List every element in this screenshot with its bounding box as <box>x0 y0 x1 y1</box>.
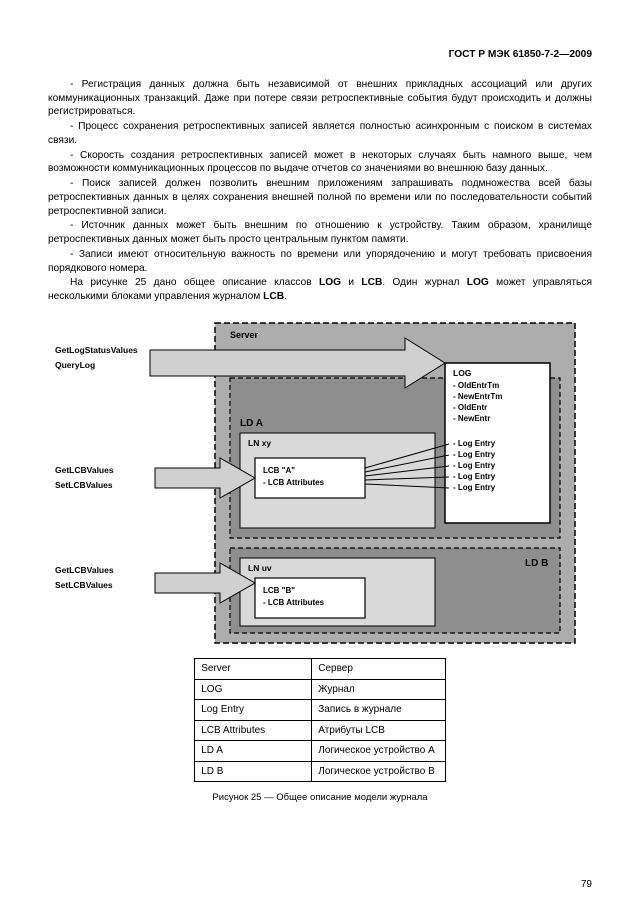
cell: Запись в журнале <box>312 700 445 721</box>
ln-xy-label: LN xy <box>248 438 271 448</box>
paragraph: - Процесс сохранения ретроспективных зап… <box>48 120 592 148</box>
log-item: - Log Entry <box>453 483 496 492</box>
ln-uv-label: LN uv <box>248 563 272 573</box>
log-item: - OldEntr <box>453 403 487 412</box>
cell: LD B <box>195 761 312 782</box>
table-row: Log Entry Запись в журнале <box>195 700 445 721</box>
log-item: - Log Entry <box>453 461 496 470</box>
page-number: 79 <box>581 878 592 892</box>
table-row: LCB Attributes Атрибуты LCB <box>195 720 445 741</box>
label-setlcb2: SetLCBValues <box>55 580 113 590</box>
lcb-b-attr: - LCB Attributes <box>263 598 325 607</box>
lcb-b-title: LCB "B" <box>263 586 295 595</box>
cell: Сервер <box>312 659 445 680</box>
paragraph: - Поиск записей должен позволить внешним… <box>48 177 592 218</box>
paragraph: На рисунке 25 дано общее описание классо… <box>48 276 592 304</box>
figure-caption: Рисунок 25 — Общее описание модели журна… <box>48 792 592 805</box>
cell: Логическое устройство A <box>312 741 445 762</box>
paragraph: - Записи имеют относительную важность по… <box>48 248 592 276</box>
log-item: - NewEntrTm <box>453 392 502 401</box>
server-label: Server <box>230 330 259 340</box>
text: и <box>341 277 361 288</box>
cell: Журнал <box>312 679 445 700</box>
ld-b-label: LD B <box>525 558 548 569</box>
paragraph: - Скорость создания ретроспективных запи… <box>48 149 592 177</box>
paragraph: - Источник данных может быть внешним по … <box>48 219 592 247</box>
cell: Log Entry <box>195 700 312 721</box>
label-getlogstatus: GetLogStatusValues <box>55 345 138 355</box>
log-item: - Log Entry <box>453 439 496 448</box>
text: На рисунке 25 дано общее описание классо… <box>70 277 319 288</box>
cell: Атрибуты LCB <box>312 720 445 741</box>
label-querylog: QueryLog <box>55 360 95 370</box>
paragraph: - Регистрация данных должна быть независ… <box>48 78 592 119</box>
ld-a-label: LD A <box>240 418 263 429</box>
log-item: - NewEntr <box>453 414 490 423</box>
document-header: ГОСТ Р МЭК 61850-7-2—2009 <box>48 48 592 62</box>
table-row: LD B Логическое устройство B <box>195 761 445 782</box>
bold: LCB <box>263 291 284 302</box>
cell: LCB Attributes <box>195 720 312 741</box>
cell: Логическое устройство B <box>312 761 445 782</box>
log-item: - OldEntrTm <box>453 381 499 390</box>
table-row: LOG Журнал <box>195 679 445 700</box>
text: . <box>284 291 287 302</box>
log-item: - Log Entry <box>453 450 496 459</box>
figure-25-diagram: GetLogStatusValues QueryLog GetLCBValues… <box>48 318 592 648</box>
legend-table: Server Сервер LOG Журнал Log Entry Запис… <box>194 658 445 782</box>
cell: LD A <box>195 741 312 762</box>
label-setlcb1: SetLCBValues <box>55 480 113 490</box>
table-row: LD A Логическое устройство A <box>195 741 445 762</box>
bold: LOG <box>319 277 341 288</box>
text: . Один журнал <box>382 277 466 288</box>
cell: Server <box>195 659 312 680</box>
bold: LOG <box>467 277 489 288</box>
log-title: LOG <box>453 368 472 378</box>
lcb-a-attr: - LCB Attributes <box>263 478 325 487</box>
table-row: Server Сервер <box>195 659 445 680</box>
label-getlcb2: GetLCBValues <box>55 565 114 575</box>
lcb-a-title: LCB "A" <box>263 466 295 475</box>
log-item: - Log Entry <box>453 472 496 481</box>
label-getlcb1: GetLCBValues <box>55 465 114 475</box>
bold: LCB <box>361 277 382 288</box>
document-page: ГОСТ Р МЭК 61850-7-2—2009 - Регистрация … <box>0 0 630 913</box>
cell: LOG <box>195 679 312 700</box>
